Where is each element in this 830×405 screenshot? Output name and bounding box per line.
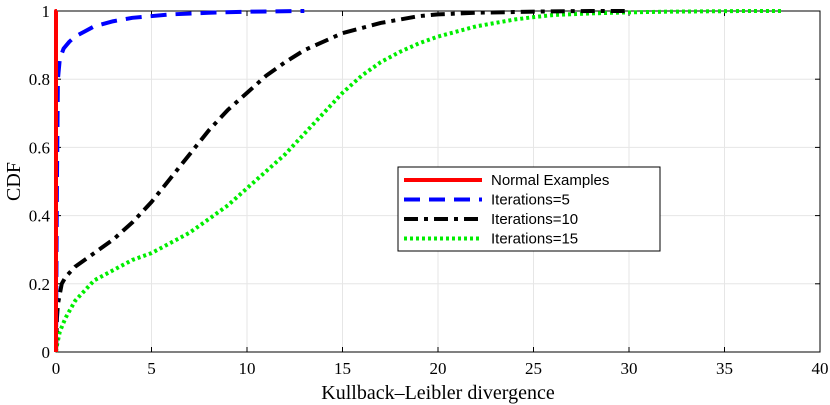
x-tick-label: 10 xyxy=(239,359,256,378)
legend-label: Iterations=10 xyxy=(491,211,578,228)
y-tick-label: 0.6 xyxy=(29,138,50,157)
x-tick-label: 15 xyxy=(334,359,351,378)
y-tick-label: 0.2 xyxy=(29,275,50,294)
series-lines xyxy=(54,9,782,353)
x-tick-label: 20 xyxy=(430,359,447,378)
x-tick-label: 5 xyxy=(147,359,156,378)
y-tick-label: 0.4 xyxy=(29,207,51,226)
y-tick-label: 0.8 xyxy=(29,70,50,89)
series-line-iterations-5 xyxy=(54,9,305,353)
x-tick-label: 35 xyxy=(716,359,733,378)
y-axis-label: CDF xyxy=(3,162,25,201)
series-line-iterations-15 xyxy=(54,9,782,353)
x-tick-label: 30 xyxy=(621,359,638,378)
y-tick-label: 0 xyxy=(42,343,51,362)
axis-ticks: 0 5 10 15 20 25 30 35 40 0 0.2 0.4 0.6 0.8 1 xyxy=(29,2,829,378)
x-tick-label: 40 xyxy=(812,359,829,378)
series-line-iterations-10 xyxy=(54,9,629,353)
legend-label: Iterations=5 xyxy=(491,192,570,209)
x-tick-label: 0 xyxy=(52,359,61,378)
legend-label: Iterations=15 xyxy=(491,231,578,248)
legend: Normal Examples Iterations=5 Iterations=10… xyxy=(397,166,661,252)
x-tick-label: 25 xyxy=(525,359,542,378)
legend-label: Normal Examples xyxy=(491,172,609,189)
x-axis-label: Kullback–Leibler divergence xyxy=(321,382,555,404)
series-line-normal-examples xyxy=(54,9,58,352)
y-tick-label: 1 xyxy=(42,2,51,21)
